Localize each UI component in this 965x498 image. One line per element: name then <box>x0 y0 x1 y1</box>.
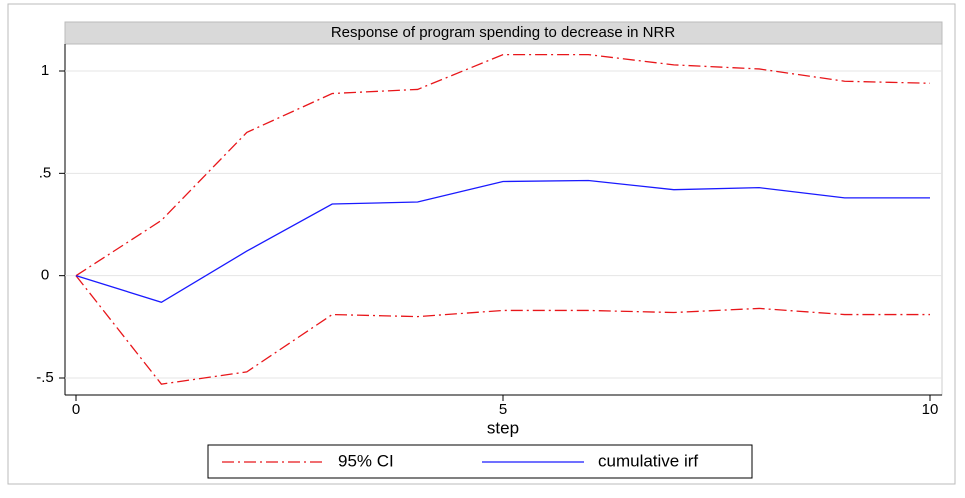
y-tick-label: -.5 <box>36 369 54 386</box>
y-tick-label: 0 <box>41 267 49 284</box>
x-tick-label: 5 <box>499 401 507 418</box>
x-axis-label: step <box>487 418 519 437</box>
chart-title: Response of program spending to decrease… <box>331 24 676 41</box>
y-tick-label: .5 <box>39 164 52 181</box>
legend-label: 95% CI <box>338 451 394 470</box>
legend-label: cumulative irf <box>598 451 698 470</box>
x-tick-label: 10 <box>922 401 939 418</box>
line-values <box>75 179 930 303</box>
plot-area <box>64 21 943 396</box>
title-bar <box>64 21 943 45</box>
y-tick-label: 1 <box>41 62 49 79</box>
x-tick-label: 0 <box>72 401 80 418</box>
line-upper <box>75 53 931 277</box>
